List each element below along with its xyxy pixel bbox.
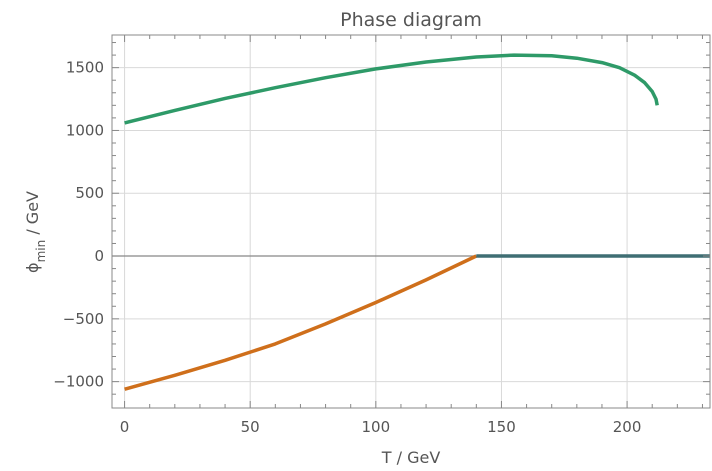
y-tick-label: 0 [94, 247, 104, 265]
y-tick-label: 1000 [66, 121, 104, 139]
x-tick-labels: 0 50 100 150 200 [120, 418, 642, 436]
x-tick-label: 50 [241, 418, 260, 436]
y-tick-labels: −1000 −500 0 500 1000 1500 [53, 59, 104, 391]
series-line-2 [124, 254, 478, 391]
y-tick-label: 1500 [66, 59, 104, 77]
y-tick-label: −500 [63, 310, 104, 328]
plot-frame [111, 34, 711, 409]
series-line-1 [124, 53, 659, 125]
tick-marks [112, 35, 710, 408]
chart-title: Phase diagram [340, 9, 482, 31]
series-group [124, 53, 710, 391]
grid-lines [112, 35, 710, 408]
y-tick-label: 500 [75, 184, 104, 202]
x-tick-label: 0 [120, 418, 130, 436]
x-tick-label: 200 [613, 418, 642, 436]
y-axis-label-subscript: min [34, 240, 48, 263]
x-tick-label: 100 [362, 418, 391, 436]
y-axis-label-symbol: ϕ [23, 262, 42, 273]
x-tick-label: 150 [487, 418, 516, 436]
x-axis-label: T / GeV [381, 448, 441, 467]
y-tick-label: −1000 [53, 373, 104, 391]
y-axis-label-unit: / GeV [23, 191, 42, 240]
y-axis-label: ϕmin / GeV [23, 191, 48, 273]
